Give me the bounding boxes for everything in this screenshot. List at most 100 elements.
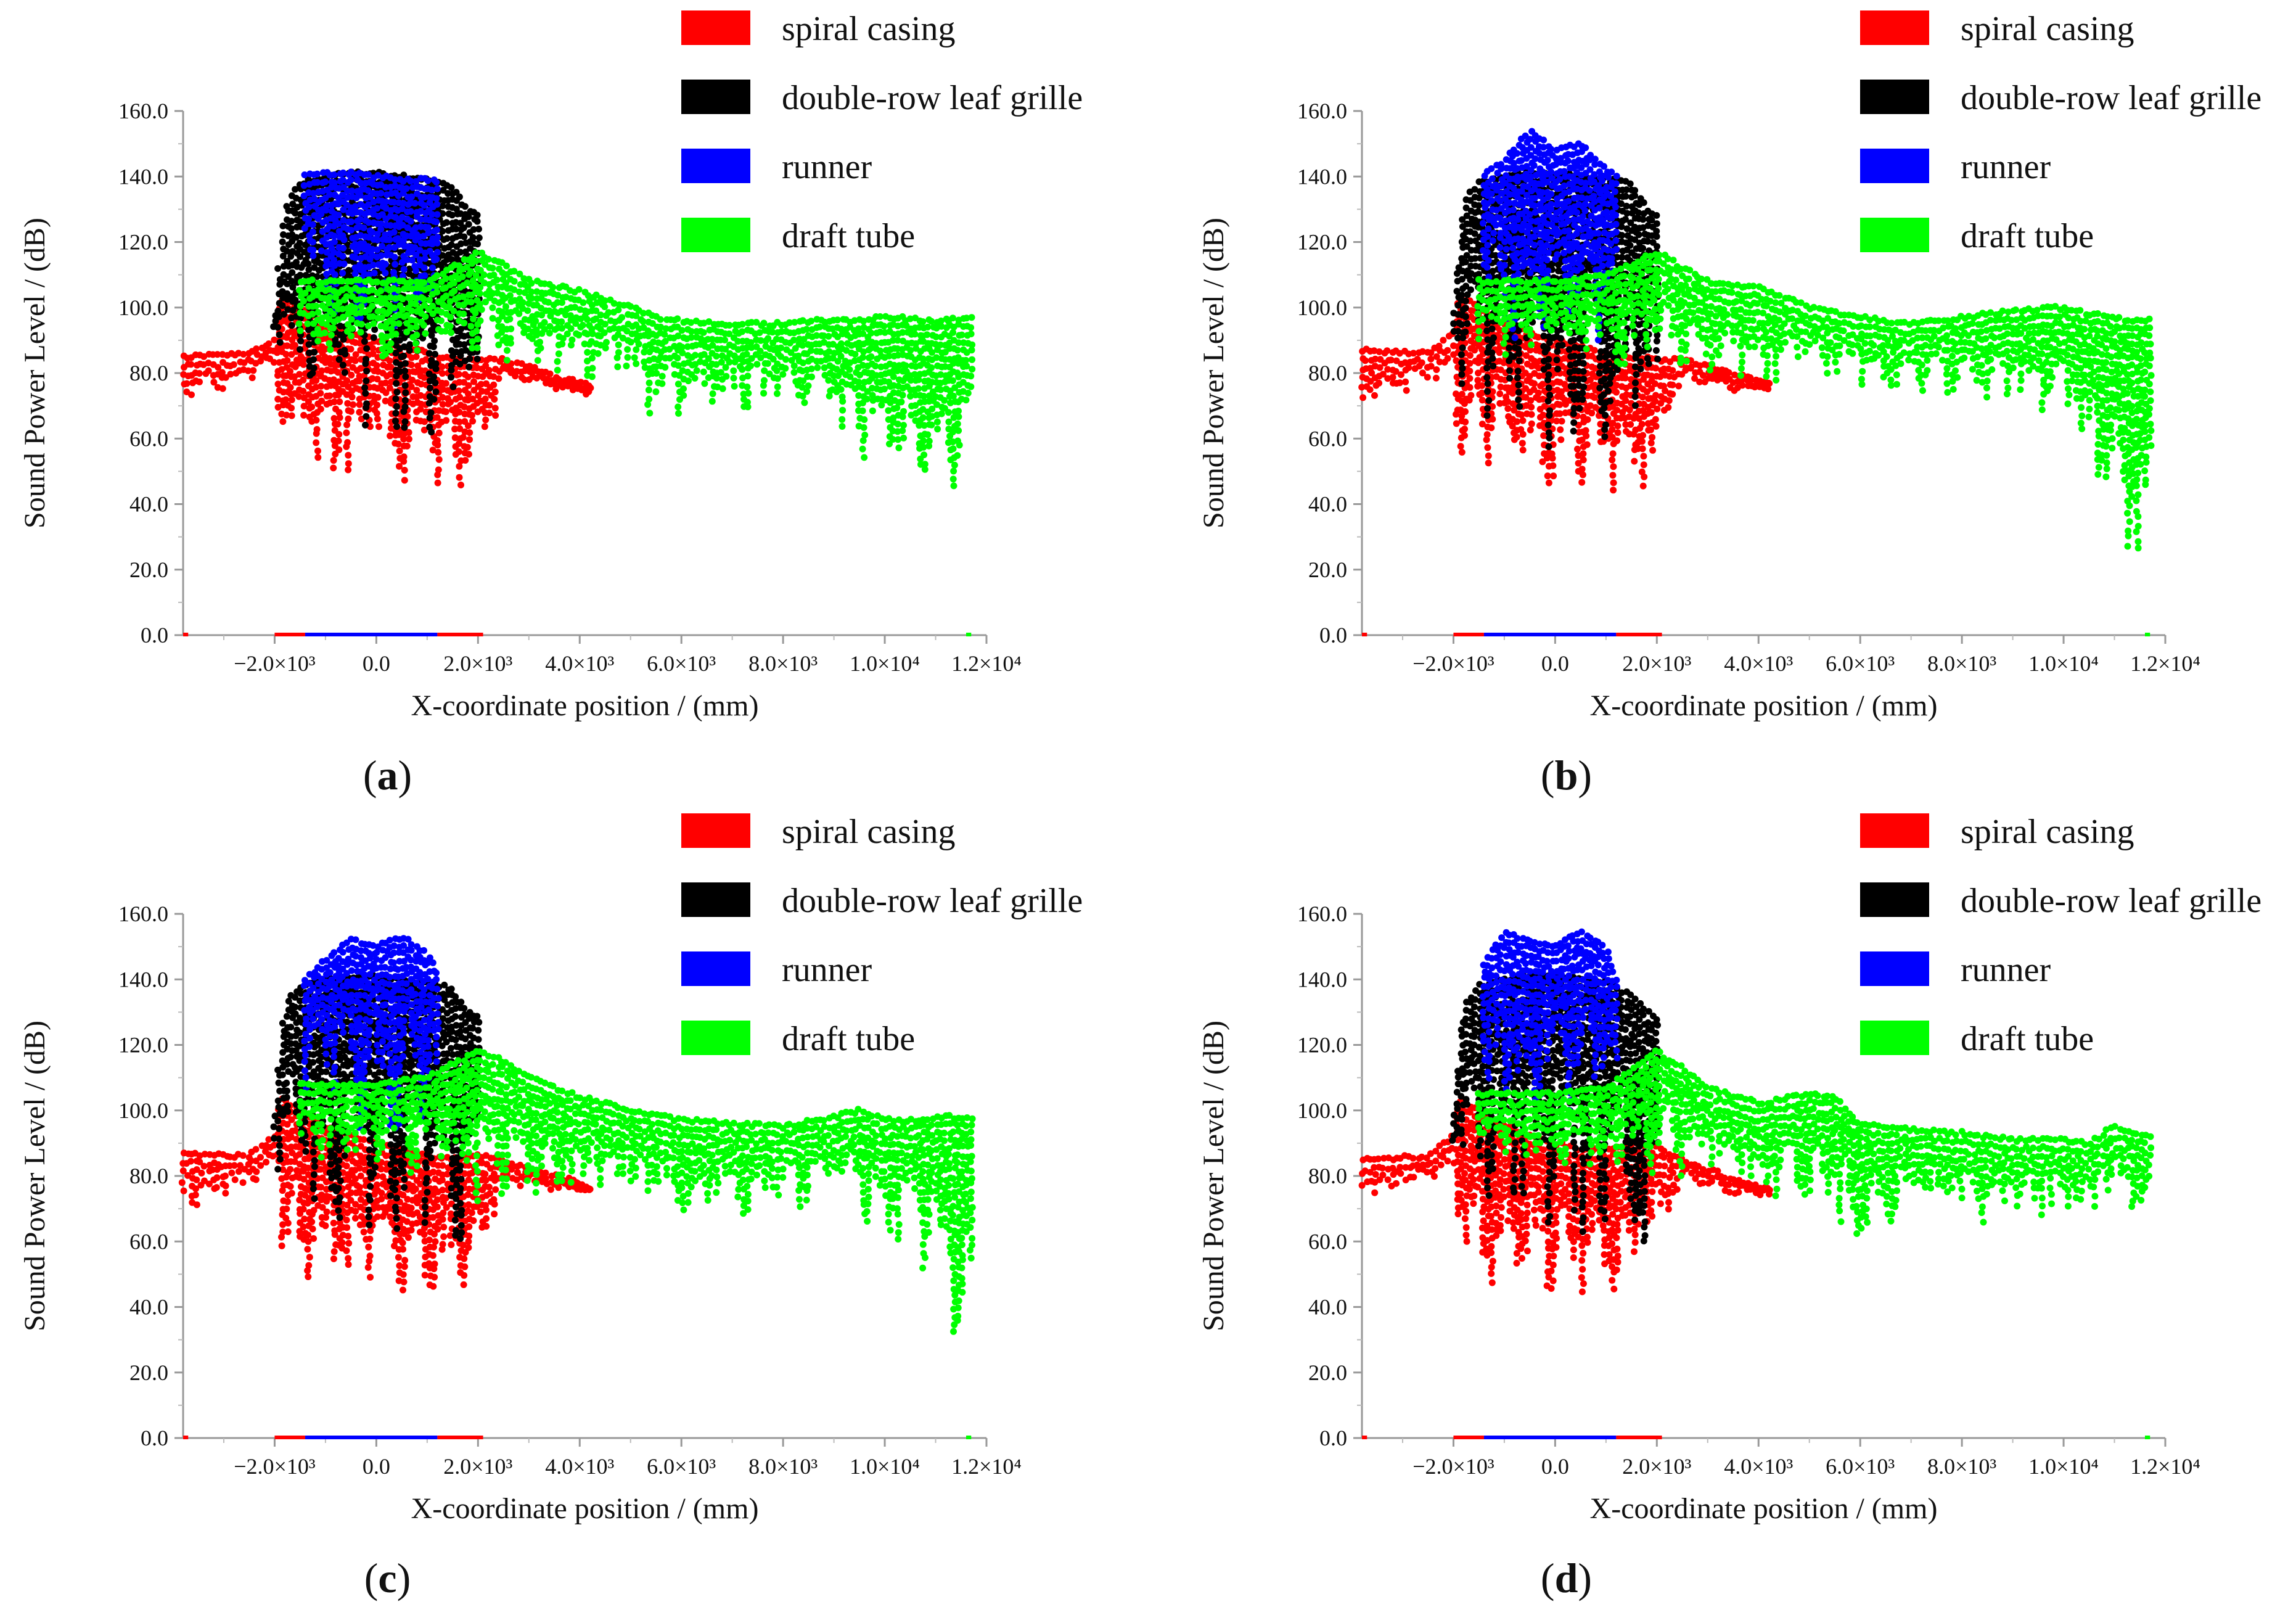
legend-entry-label: double-row leaf grille xyxy=(782,79,1083,117)
data-point xyxy=(585,382,592,390)
data-point xyxy=(624,354,631,361)
data-point xyxy=(713,353,720,360)
data-point xyxy=(288,396,295,403)
data-point xyxy=(466,429,474,437)
data-point xyxy=(287,384,294,391)
data-point xyxy=(448,329,455,336)
x-tick-label: 8.0×10³ xyxy=(748,651,818,676)
data-point xyxy=(493,276,501,284)
data-point xyxy=(744,372,752,380)
data-point xyxy=(745,390,752,397)
data-point xyxy=(1496,390,1504,398)
data-point xyxy=(472,249,480,257)
data-point xyxy=(1665,404,1672,411)
data-point xyxy=(363,368,371,375)
data-point xyxy=(276,339,284,346)
data-point xyxy=(567,325,575,332)
data-point xyxy=(1516,403,1523,410)
data-point xyxy=(293,234,300,241)
data-point xyxy=(1747,374,1754,381)
data-point xyxy=(314,337,322,345)
data-point xyxy=(915,385,922,392)
data-point xyxy=(430,396,438,403)
data-point xyxy=(900,408,907,415)
data-point xyxy=(1371,392,1378,399)
data-point xyxy=(188,391,195,398)
data-point xyxy=(370,334,377,341)
data-point xyxy=(326,340,333,347)
data-point xyxy=(465,390,472,398)
data-point xyxy=(456,462,463,470)
data-point xyxy=(808,365,815,372)
x-tick-label: 1.0×10⁴ xyxy=(2028,651,2099,676)
data-point xyxy=(424,177,432,184)
data-point xyxy=(375,423,382,430)
y-tick-label: 20.0 xyxy=(1308,557,1347,582)
data-point xyxy=(433,239,441,247)
data-point xyxy=(838,423,846,430)
data-point xyxy=(330,415,338,422)
data-point xyxy=(490,381,498,388)
data-point xyxy=(1427,355,1435,363)
data-point xyxy=(308,276,316,284)
data-point xyxy=(435,429,443,437)
data-point xyxy=(859,445,866,453)
data-point xyxy=(955,413,962,421)
data-point xyxy=(332,336,339,343)
data-point xyxy=(954,452,961,459)
data-point xyxy=(347,408,355,415)
x-tick-label: 4.0×10³ xyxy=(1724,651,1793,676)
data-point xyxy=(708,398,716,405)
data-point xyxy=(1652,416,1659,423)
data-point xyxy=(351,304,359,311)
data-point xyxy=(305,215,312,223)
data-point xyxy=(721,336,729,343)
data-point xyxy=(558,318,565,326)
data-point xyxy=(400,266,408,273)
data-point xyxy=(196,378,203,385)
data-point xyxy=(1403,387,1410,394)
data-point xyxy=(730,367,737,374)
y-tick-label: 20.0 xyxy=(129,557,168,582)
data-point xyxy=(370,320,377,327)
data-point xyxy=(318,382,325,390)
x-tick-label: −2.0×10³ xyxy=(1412,651,1494,676)
data-point xyxy=(348,218,355,226)
data-point xyxy=(1384,347,1391,355)
data-point xyxy=(760,390,768,397)
data-point xyxy=(300,411,308,419)
data-point xyxy=(345,451,352,459)
data-point xyxy=(340,260,348,268)
data-point xyxy=(1496,349,1503,356)
data-point xyxy=(489,314,496,322)
data-point xyxy=(1647,409,1655,416)
data-point xyxy=(1515,357,1523,364)
data-point xyxy=(1389,374,1396,381)
data-point xyxy=(1458,359,1466,366)
data-point xyxy=(962,397,970,404)
data-point xyxy=(446,323,454,330)
data-point xyxy=(435,456,443,463)
data-point xyxy=(1580,456,1587,464)
data-point xyxy=(1484,380,1491,387)
data-point xyxy=(615,341,622,348)
data-point xyxy=(326,300,333,306)
data-point xyxy=(330,324,337,332)
data-point xyxy=(950,482,957,490)
data-point xyxy=(1474,377,1482,384)
data-point xyxy=(1584,416,1591,423)
data-point xyxy=(295,393,303,400)
data-point xyxy=(314,170,321,178)
data-point xyxy=(546,329,553,337)
data-point xyxy=(653,369,660,377)
data-point xyxy=(919,414,927,421)
data-point xyxy=(369,350,377,358)
data-point xyxy=(408,383,415,390)
data-point xyxy=(317,405,324,413)
data-point xyxy=(297,346,303,353)
data-point xyxy=(339,269,346,277)
data-point xyxy=(859,407,866,414)
data-point xyxy=(1647,439,1655,446)
y-axis-title: Sound Power Level / (dB) xyxy=(1197,218,1230,528)
data-point xyxy=(1490,363,1497,370)
